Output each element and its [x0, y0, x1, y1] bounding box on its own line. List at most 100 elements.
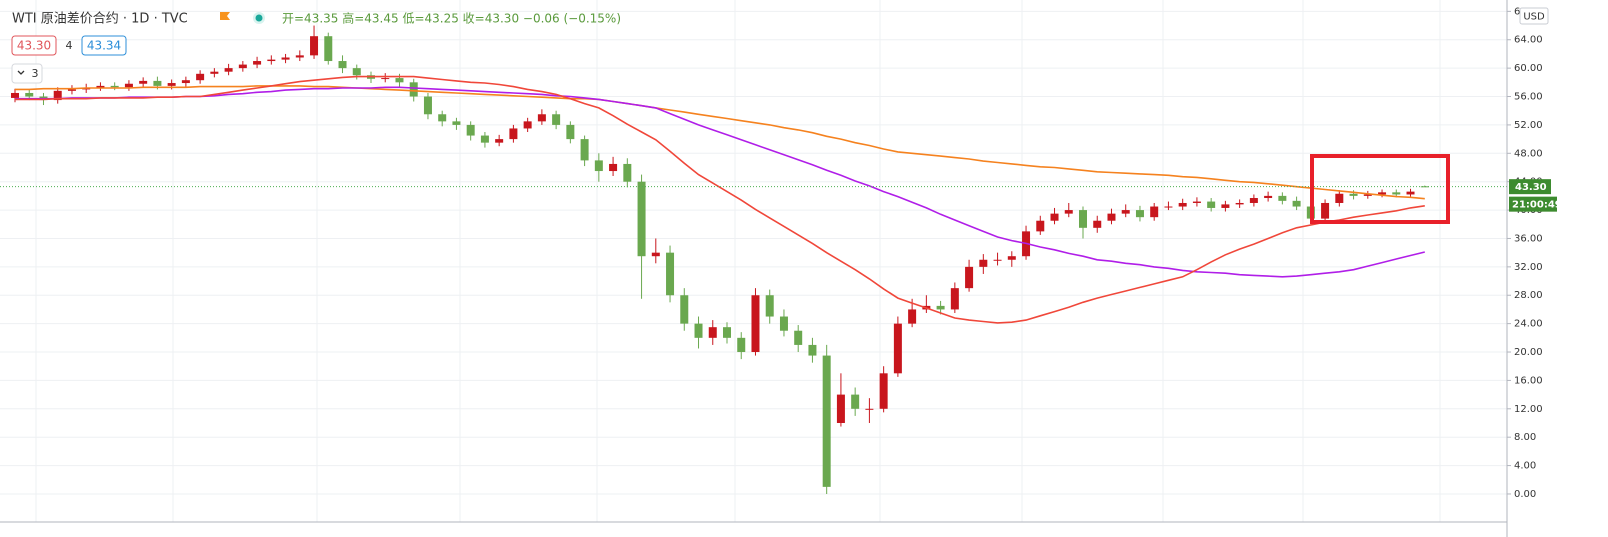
candle-body	[409, 82, 418, 97]
candle-body	[423, 96, 432, 115]
indicators-toggle[interactable]	[11, 63, 43, 84]
y-tick-label: 20.00	[1514, 347, 1543, 358]
candle-body	[1192, 201, 1201, 203]
candle-body	[666, 252, 675, 296]
moving-average-line	[15, 86, 1425, 278]
y-tick-label: 8.00	[1514, 432, 1536, 443]
candle-body	[253, 61, 262, 65]
y-tick-label: 4.00	[1514, 461, 1536, 472]
moving-averages	[15, 75, 1425, 324]
candle-body	[893, 323, 902, 374]
candle-body	[1064, 210, 1073, 214]
ask-button[interactable]	[81, 35, 127, 56]
candle-body	[324, 36, 333, 62]
candle-body	[1121, 210, 1130, 214]
candle-body	[381, 78, 390, 80]
bid-button[interactable]	[11, 35, 57, 56]
y-tick-label: 0.00	[1514, 489, 1536, 500]
symbol-title: WTI 原油差价合约 · 1D · TVC	[12, 12, 188, 27]
candle-body	[295, 55, 304, 58]
candle-body	[1278, 195, 1287, 201]
candle-body	[139, 80, 148, 84]
price-axis: 0.00 4.00 8.00 12.00 16.00 20.00 24.00 28.00 32.…	[1507, 6, 1562, 500]
moving-average-line	[15, 75, 1425, 324]
status-dot	[255, 14, 263, 22]
candle-body	[1378, 192, 1387, 195]
candle-body	[708, 327, 717, 338]
candle-body	[1363, 194, 1372, 196]
candle-body	[1036, 220, 1045, 232]
candle-body	[11, 92, 19, 98]
candle-body	[1107, 213, 1116, 221]
y-tick-label: 48.00	[1514, 148, 1543, 159]
candle-body	[1221, 204, 1230, 208]
candle-body	[495, 139, 504, 143]
flag-icon[interactable]	[220, 12, 230, 20]
candle-body	[751, 295, 760, 353]
candle-body	[1207, 201, 1216, 208]
candle-body	[523, 121, 532, 129]
y-tick-label: 60.00	[1514, 63, 1543, 74]
candle-body	[96, 85, 105, 89]
countdown-tag	[1509, 196, 1557, 212]
candle-body	[950, 288, 959, 310]
candle-body	[181, 80, 190, 84]
candle-body	[637, 181, 646, 257]
y-tick-label: 64.00	[1514, 35, 1543, 46]
y-tick-label: 52.00	[1514, 120, 1543, 131]
candle-body	[537, 114, 546, 122]
indicator-count[interactable]: 3	[32, 67, 39, 80]
candle-body	[623, 163, 632, 182]
ask-price[interactable]: 43.34	[87, 39, 121, 53]
candle-body	[1150, 206, 1159, 218]
candle-body	[723, 327, 731, 338]
candle-body	[1406, 191, 1415, 195]
spread: 4	[66, 39, 73, 52]
candle-body	[452, 121, 461, 125]
candle-body	[1321, 202, 1330, 219]
candle-body	[908, 309, 917, 324]
ohlc-values: 开=43.35 高=43.45 低=43.25 收=43.30 −0.06 (−…	[282, 11, 621, 26]
candle-body	[1135, 210, 1144, 218]
candle-body	[879, 373, 888, 409]
candle-body	[965, 266, 974, 289]
candle-body	[552, 114, 561, 125]
candle-body	[1349, 193, 1358, 196]
candle-body	[979, 259, 988, 267]
y-tick-label: 36.00	[1514, 233, 1543, 244]
candle-body	[352, 68, 361, 76]
candle-body	[808, 344, 817, 356]
candle-body	[779, 316, 788, 331]
chevron-icon[interactable]	[17, 70, 25, 75]
candle-body	[67, 89, 76, 91]
candle-body	[25, 92, 34, 97]
candle-body	[765, 295, 774, 317]
candle-body	[1292, 200, 1301, 207]
candle-body	[993, 259, 1002, 261]
y-tick-label: 16.00	[1514, 375, 1543, 386]
bid-price[interactable]: 43.30	[17, 39, 51, 53]
candle-body	[680, 295, 689, 324]
candle-body	[1093, 220, 1102, 228]
candle-body	[267, 59, 276, 62]
candle-body	[53, 90, 62, 101]
candle-body	[1264, 195, 1273, 199]
candle-body	[737, 337, 746, 353]
candle-body	[1335, 193, 1344, 203]
currency-box[interactable]	[1519, 7, 1549, 25]
currency[interactable]: USD	[1523, 12, 1545, 23]
candle-body	[609, 163, 618, 172]
candle-body	[196, 73, 205, 81]
candles	[11, 25, 1429, 494]
y-tick-label: 28.00	[1514, 290, 1543, 301]
candle-body	[338, 61, 347, 69]
candle-body	[822, 355, 831, 487]
candle-body	[1007, 256, 1016, 260]
candle-body	[310, 36, 319, 56]
legend-header: WTI 原油差价合约 · 1D · TVC 开=43.35 高=43.45 低=…	[11, 11, 621, 84]
candle-body	[281, 57, 290, 60]
candle-body	[480, 135, 489, 143]
